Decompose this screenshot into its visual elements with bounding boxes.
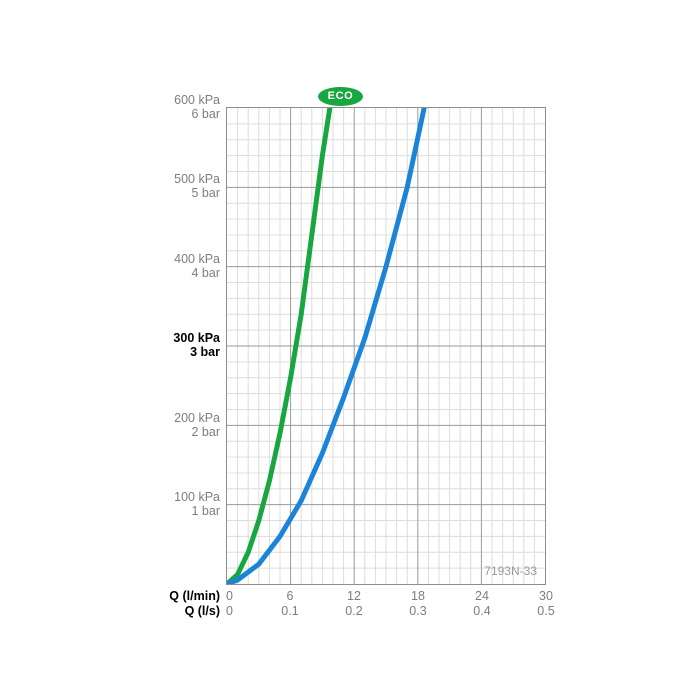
y-tick-kpa-label: 400 kPa — [174, 252, 220, 266]
x-tick-lmin-24: 24 — [475, 589, 489, 603]
eco-badge-label: ECO — [327, 90, 354, 102]
x-tick-ls-0.4: 0.4 — [473, 604, 491, 618]
x-tick-lmin-6: 6 — [286, 589, 294, 603]
x-tick-ls-0.3: 0.3 — [409, 604, 427, 618]
x-axis-label-group: Q (l/min) 0 6 12 18 24 30 Q (l/s) 0 0.1 … — [0, 589, 699, 629]
series-eco-curve — [227, 108, 333, 584]
x-axis-title-lmin: Q (l/min) — [169, 589, 220, 603]
y-tick-bar-label: 4 bar — [191, 266, 221, 280]
y-axis-tick-600: 600 kPa 6 bar — [120, 93, 220, 121]
reference-code-watermark: 7193N-33 — [484, 564, 537, 578]
y-tick-bar-label: 1 bar — [191, 504, 221, 518]
x-tick-lmin-0: 0 — [226, 589, 233, 603]
y-tick-bar-label: 2 bar — [191, 425, 221, 439]
x-tick-lmin-12: 12 — [347, 589, 361, 603]
y-tick-bar-label: 5 bar — [191, 186, 221, 200]
y-tick-kpa-label: 500 kPa — [174, 172, 220, 186]
y-axis-label-group: 600 kPa 6 bar 500 kPa 5 bar 400 kPa 4 ba… — [120, 0, 220, 699]
y-tick-kpa-label: 200 kPa — [174, 411, 220, 425]
y-axis-tick-300: 300 kPa 3 bar — [120, 331, 220, 359]
series-standard-curve — [227, 108, 427, 584]
x-tick-lmin-18: 18 — [411, 589, 425, 603]
x-tick-ls-0.5: 0.5 — [537, 604, 555, 618]
x-tick-ls-0.1: 0.1 — [281, 604, 299, 618]
y-tick-kpa-label: 600 kPa — [174, 93, 220, 107]
y-tick-kpa-label: 300 kPa — [173, 331, 220, 345]
y-axis-tick-400: 400 kPa 4 bar — [120, 252, 220, 280]
y-tick-kpa-label: 100 kPa — [174, 490, 220, 504]
y-tick-bar-label: 3 bar — [190, 345, 220, 359]
data-curves — [227, 108, 427, 584]
y-tick-bar-label: 6 bar — [191, 107, 221, 121]
plot-area: 7193N-33 — [226, 107, 546, 585]
x-axis-row-lmin: Q (l/min) 0 6 12 18 24 30 — [0, 589, 699, 605]
y-axis-tick-100: 100 kPa 1 bar — [120, 490, 220, 518]
x-axis-title-ls: Q (l/s) — [184, 604, 220, 618]
x-tick-ls-0.2: 0.2 — [345, 604, 363, 618]
eco-badge: ECO — [318, 87, 363, 106]
x-tick-lmin-30: 30 — [539, 589, 553, 603]
x-axis-row-ls: Q (l/s) 0 0.1 0.2 0.3 0.4 0.5 — [0, 604, 699, 620]
x-tick-ls-0: 0 — [226, 604, 233, 618]
y-axis-tick-500: 500 kPa 5 bar — [120, 172, 220, 200]
y-axis-tick-200: 200 kPa 2 bar — [120, 411, 220, 439]
